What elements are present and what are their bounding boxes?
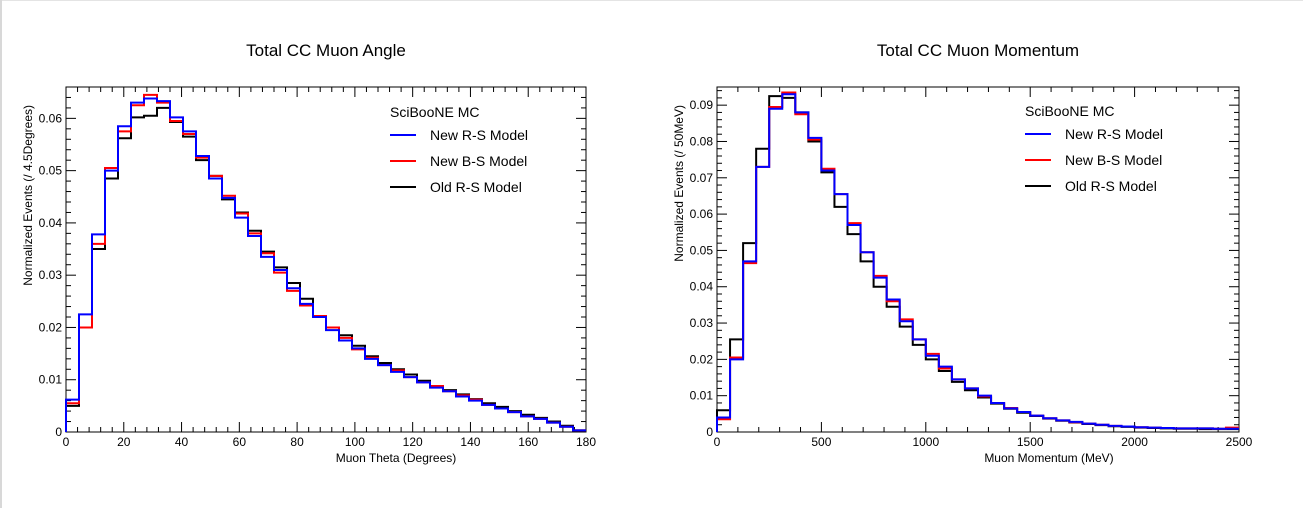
series-line-new-b-s-model [716,91,1239,432]
y-tick-label: 0.05 [39,164,63,178]
chart-title: Total CC Muon Momentum [877,41,1079,60]
y-tick-label: 0 [55,425,62,439]
x-tick-label: 500 [811,435,831,449]
legend-item-label: New R-S Model [430,127,528,143]
legend-item-label: New B-S Model [1065,152,1162,168]
x-tick-label: 140 [460,435,480,449]
y-tick-label: 0.07 [690,171,714,185]
y-axis-label: Normalized Events (/ 4.5Degrees) [21,105,35,286]
legend-header: SciBooNE MC [390,104,479,120]
y-tick-label: 0.06 [690,207,714,221]
series-line-new-r-s-model [716,93,1239,432]
y-tick-label: 0.02 [690,352,714,366]
x-tick-label: 2500 [1226,435,1253,449]
y-axis-label: Normalized Events (/ 50MeV) [672,105,686,262]
x-tick-label: 20 [117,435,131,449]
x-tick-label: 60 [233,435,247,449]
series-line-new-b-s-model [65,93,586,432]
x-tick-label: 80 [290,435,304,449]
y-tick-label: 0.01 [39,373,63,387]
y-tick-label: 0.02 [39,320,63,334]
x-tick-label: 120 [403,435,423,449]
series-line-old-r-s-model [716,95,1239,432]
y-tick-label: 0 [706,425,713,439]
legend-item-label: New R-S Model [1065,126,1163,142]
y-tick-label: 0.03 [39,268,63,282]
y-tick-label: 0.04 [690,280,714,294]
y-tick-label: 0.08 [690,134,714,148]
x-axis-label: Muon Momentum (MeV) [984,451,1113,465]
y-tick-label: 0.01 [690,389,714,403]
window-left-border [0,0,2,508]
y-tick-label: 0.03 [690,316,714,330]
x-tick-label: 160 [518,435,538,449]
chart-title: Total CC Muon Angle [246,41,406,60]
x-tick-label: 1000 [912,435,939,449]
series-line-new-r-s-model [65,97,586,432]
legend-item-label: New B-S Model [430,153,527,169]
plot-frame [716,86,1240,433]
y-tick-label: 0.05 [690,243,714,257]
legend-item-label: Old R-S Model [430,179,522,195]
legend-header: SciBooNE MC [1025,103,1114,119]
x-tick-label: 0 [63,435,70,449]
x-tick-label: 100 [345,435,365,449]
legend-item-label: Old R-S Model [1065,178,1157,194]
plot-frame [65,86,587,433]
x-tick-label: 0 [714,435,721,449]
x-tick-label: 180 [576,435,596,449]
x-tick-label: 1500 [1017,435,1044,449]
y-tick-label: 0.09 [690,98,714,112]
x-axis-label: Muon Theta (Degrees) [336,451,457,465]
window-top-border [0,0,1303,1]
x-tick-label: 40 [175,435,189,449]
chart-muon-momentum: Total CC Muon Momentum 0 500 1000 1500 2000 25… [672,41,1253,465]
y-tick-label: 0.06 [39,111,63,125]
chart-muon-angle: Total CC Muon Angle 0 20 40 60 80 100 120 140 160… [21,41,596,465]
y-tick-label: 0.04 [39,216,63,230]
x-tick-label: 2000 [1121,435,1148,449]
